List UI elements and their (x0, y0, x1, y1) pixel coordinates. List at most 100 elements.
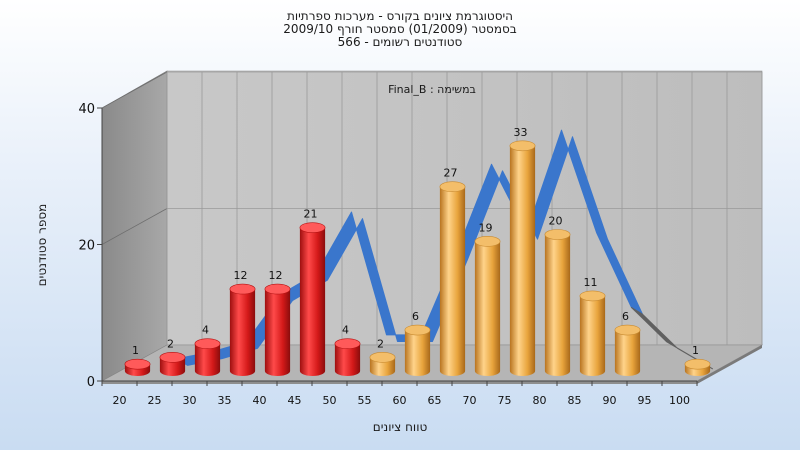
bar-top (684, 358, 711, 370)
x-tick-label: 95 (638, 394, 652, 407)
x-tick-label: 100 (669, 394, 690, 407)
x-tick-label: 75 (498, 394, 512, 407)
bar: 2 (369, 337, 396, 376)
bar-top (159, 352, 186, 363)
bar: 19 (474, 221, 501, 376)
bar-value-label: 19 (479, 221, 493, 234)
bar-top (334, 338, 361, 350)
bar-value-label: 33 (514, 126, 528, 139)
x-tick-label: 80 (533, 394, 547, 407)
bar-value-label: 12 (234, 269, 248, 282)
bar: 1 (124, 344, 151, 377)
bar: 2 (159, 337, 186, 376)
x-tick-label: 20 (113, 394, 127, 407)
bar: 4 (334, 324, 361, 376)
bar: 4 (194, 324, 221, 376)
y-axis-title: מספר סטודנטים (35, 204, 49, 287)
bar-value-label: 11 (584, 276, 598, 289)
x-tick-label: 30 (183, 394, 197, 407)
bar-value-label: 6 (412, 310, 419, 323)
bar-value-label: 2 (167, 337, 174, 350)
bar: 12 (264, 269, 291, 376)
bar-value-label: 6 (622, 310, 629, 323)
bar: 21 (299, 208, 326, 376)
bar-body (579, 295, 606, 376)
x-tick-label: 25 (148, 394, 162, 407)
bar: 6 (404, 310, 431, 376)
y-tick-label: 0 (87, 375, 95, 390)
bar-top (544, 229, 571, 240)
y-tick-label: 20 (78, 239, 95, 254)
y-tick-label: 40 (78, 102, 95, 117)
bar-top (404, 324, 431, 336)
x-tick-label: 65 (428, 394, 442, 407)
chart-title-line-1: היסטוגרמת ציונים בקורס - מערכות ספרתיות (286, 9, 514, 23)
chart-title-line-2: בסמסטר (01/2009) סמסטר חורף 2009/10 (283, 22, 517, 36)
bar-value-label: 1 (132, 344, 139, 357)
bar-value-label: 20 (549, 215, 563, 228)
bar-value-label: 4 (202, 324, 209, 337)
floor-side-edge (697, 345, 762, 384)
x-tick-label: 35 (218, 394, 232, 407)
bar-value-label: 4 (342, 324, 349, 337)
bar-body (509, 145, 536, 377)
bar-top (264, 283, 291, 295)
x-axis-title: טווח ציונים (373, 420, 428, 434)
x-tick-label: 45 (288, 394, 302, 407)
x-tick-label: 70 (463, 394, 477, 407)
x-tick-label: 55 (358, 394, 372, 407)
distribution-curve-tail (631, 307, 713, 370)
grid-line-y-side (101, 208, 168, 245)
left-wall (101, 70, 168, 382)
bar-top (124, 358, 151, 370)
bar-top (614, 324, 641, 336)
bar: 11 (579, 276, 606, 376)
bar: 12 (229, 269, 256, 376)
grid-lines (101, 71, 763, 345)
chart-title: היסטוגרמת ציונים בקורס - מערכות ספרתיות … (0, 10, 800, 49)
bar-value-label: 27 (444, 167, 458, 180)
bar-body (439, 186, 466, 376)
bar-value-label: 12 (269, 269, 283, 282)
bar: 6 (614, 310, 641, 376)
grid-line-y-side (101, 71, 168, 109)
bar-body (474, 241, 501, 376)
bar: 27 (439, 167, 466, 376)
annotation-label: במשימה : Final_B (388, 83, 476, 96)
bar-body (544, 234, 571, 376)
bar-body (404, 330, 431, 376)
x-tick-label: 40 (253, 394, 267, 407)
bar: 1 (684, 344, 711, 376)
floor-front-edge (102, 381, 697, 384)
bar-top (369, 352, 396, 363)
x-tick-label: 60 (393, 394, 407, 407)
bar-body (159, 357, 186, 376)
bar-body (369, 357, 396, 376)
bar-top (439, 181, 466, 193)
bar-value-label: 1 (692, 344, 699, 357)
bar-top (509, 140, 536, 152)
bar-top (194, 338, 221, 350)
bar-top (474, 236, 501, 247)
bar-body (299, 227, 326, 376)
bar: 33 (509, 126, 536, 377)
bar-top (579, 290, 606, 302)
bar-body (194, 343, 221, 376)
bar-value-label: 21 (304, 208, 318, 221)
bar-body (229, 289, 256, 376)
x-tick-label: 50 (323, 394, 337, 407)
bar-value-label: 2 (377, 337, 384, 350)
bar-body (334, 343, 361, 376)
bar-top (229, 283, 256, 295)
x-tick-label: 85 (568, 394, 582, 407)
x-tick-label: 90 (603, 394, 617, 407)
bar-body (264, 289, 291, 376)
chart-title-line-3: סטודנטים רשומים - 566 (337, 35, 463, 49)
bar-top (299, 222, 326, 233)
bar: 20 (544, 215, 571, 376)
bar-body (614, 330, 641, 376)
axes-layer: 0 20 40 20 25 30 35 40 45 50 55 60 65 70 75 80 85 90 95 100 (78, 102, 698, 407)
